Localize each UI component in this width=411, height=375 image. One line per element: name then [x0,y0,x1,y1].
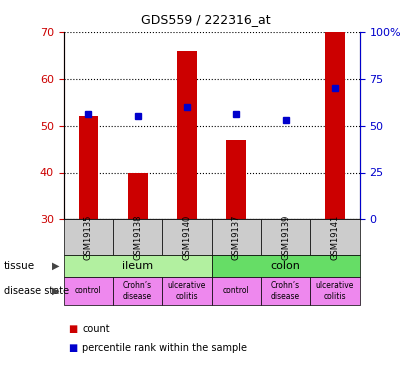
Text: GSM19137: GSM19137 [232,214,241,260]
Bar [128,172,148,219]
Text: ileum: ileum [122,261,153,271]
Text: ■: ■ [68,343,77,353]
Text: ulcerative
colitis: ulcerative colitis [316,281,354,300]
Text: percentile rank within the sample: percentile rank within the sample [82,343,247,353]
Text: ■: ■ [68,324,77,334]
Text: GSM19135: GSM19135 [84,214,93,260]
Text: Crohn’s
disease: Crohn’s disease [271,281,300,300]
Text: Crohn’s
disease: Crohn’s disease [123,281,152,300]
Text: ▶: ▶ [52,286,60,296]
Text: control: control [223,286,250,296]
Text: disease state: disease state [4,286,69,296]
Text: ▶: ▶ [52,261,60,271]
Text: count: count [82,324,110,334]
Text: GDS559 / 222316_at: GDS559 / 222316_at [141,13,270,26]
Bar [325,32,345,219]
Text: GSM19140: GSM19140 [182,214,192,260]
Bar [177,51,197,219]
Text: colon: colon [271,261,300,271]
Text: ulcerative
colitis: ulcerative colitis [168,281,206,300]
Text: control: control [75,286,102,296]
Text: GSM19139: GSM19139 [281,214,290,260]
Bar [226,140,246,219]
Bar [79,116,98,219]
Text: GSM19141: GSM19141 [330,214,339,260]
Text: tissue: tissue [4,261,35,271]
Text: GSM19138: GSM19138 [133,214,142,260]
